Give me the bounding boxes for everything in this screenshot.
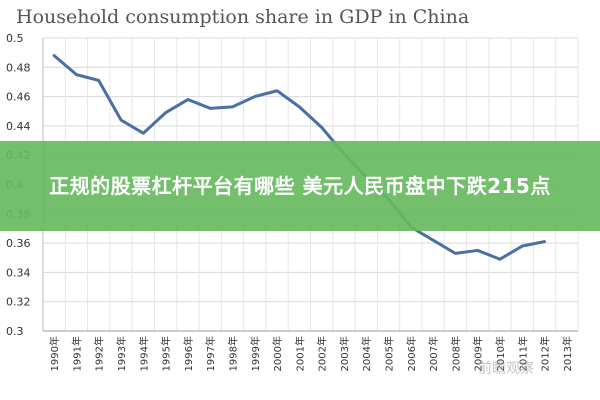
x-tick-label: 2011年 xyxy=(516,336,529,371)
y-tick-label: 0.34 xyxy=(6,266,31,279)
y-tick-label: 0.3 xyxy=(6,325,24,338)
x-tick-label: 2013年 xyxy=(561,336,574,371)
data-point xyxy=(142,132,145,135)
x-tick-label: 2002年 xyxy=(316,336,329,371)
data-point xyxy=(97,79,100,82)
x-tick-label: 2006年 xyxy=(405,336,418,371)
y-tick-label: 0.36 xyxy=(6,237,31,250)
y-tick-label: 0.46 xyxy=(6,91,31,104)
x-tick-label: 2001年 xyxy=(293,336,306,371)
x-tick-label: 2007年 xyxy=(427,336,440,371)
watermark-text: 前瞻观察 xyxy=(478,361,534,377)
data-point xyxy=(476,249,479,252)
x-tick-label: 2004年 xyxy=(360,336,373,371)
x-tick-label: 2009年 xyxy=(472,336,485,371)
data-point xyxy=(498,258,502,261)
data-point xyxy=(164,111,167,114)
x-tick-label: 1995年 xyxy=(160,336,173,371)
y-tick-label: 0.48 xyxy=(6,61,31,74)
data-point xyxy=(454,252,457,255)
data-point xyxy=(275,89,279,92)
data-point xyxy=(320,126,323,129)
x-tick-label: 1991年 xyxy=(70,336,83,371)
banner-text: 正规的股票杠杆平台有哪些 美元人民币盘中下跌215点 xyxy=(49,174,551,198)
data-point xyxy=(298,105,301,109)
y-tick-label: 0.32 xyxy=(6,296,31,309)
data-point xyxy=(521,244,524,248)
x-tick-label: 1994年 xyxy=(137,336,150,371)
x-tick-label: 1999年 xyxy=(249,336,262,371)
x-tick-label: 1996年 xyxy=(182,336,195,371)
x-tick-label: 1998年 xyxy=(226,336,239,371)
x-axis-ticks: 1990年 1991年 1992年 1993年 1994年 1995年 1996年 1997年… xyxy=(48,336,574,371)
data-point xyxy=(52,54,56,57)
data-point xyxy=(186,98,190,101)
x-tick-label: 2010年 xyxy=(494,336,507,371)
x-tick-label: 2008年 xyxy=(449,336,462,371)
data-point xyxy=(543,240,546,243)
x-tick-label: 2003年 xyxy=(338,336,351,371)
overlay-banner[interactable]: 正规的股票杠杆平台有哪些 美元人民币盘中下跌215点 xyxy=(0,141,600,231)
data-point xyxy=(208,107,212,110)
data-point xyxy=(231,105,234,109)
x-tick-label: 2005年 xyxy=(383,336,396,371)
x-tick-label: 1993年 xyxy=(115,336,128,371)
x-tick-label: 2012年 xyxy=(539,336,552,371)
x-tick-label: 2000年 xyxy=(271,336,284,371)
data-point xyxy=(431,238,435,242)
chart-title: Household consumption share in GDP in Ch… xyxy=(16,6,469,28)
x-tick-label: 1997年 xyxy=(204,336,217,371)
data-point xyxy=(253,95,256,98)
y-tick-label: 0.44 xyxy=(6,120,31,133)
x-tick-label: 1990年 xyxy=(48,336,61,371)
y-tick-label: 0.5 xyxy=(6,32,24,45)
data-point xyxy=(119,118,123,122)
data-point xyxy=(75,73,78,76)
x-tick-label: 1992年 xyxy=(93,336,106,371)
